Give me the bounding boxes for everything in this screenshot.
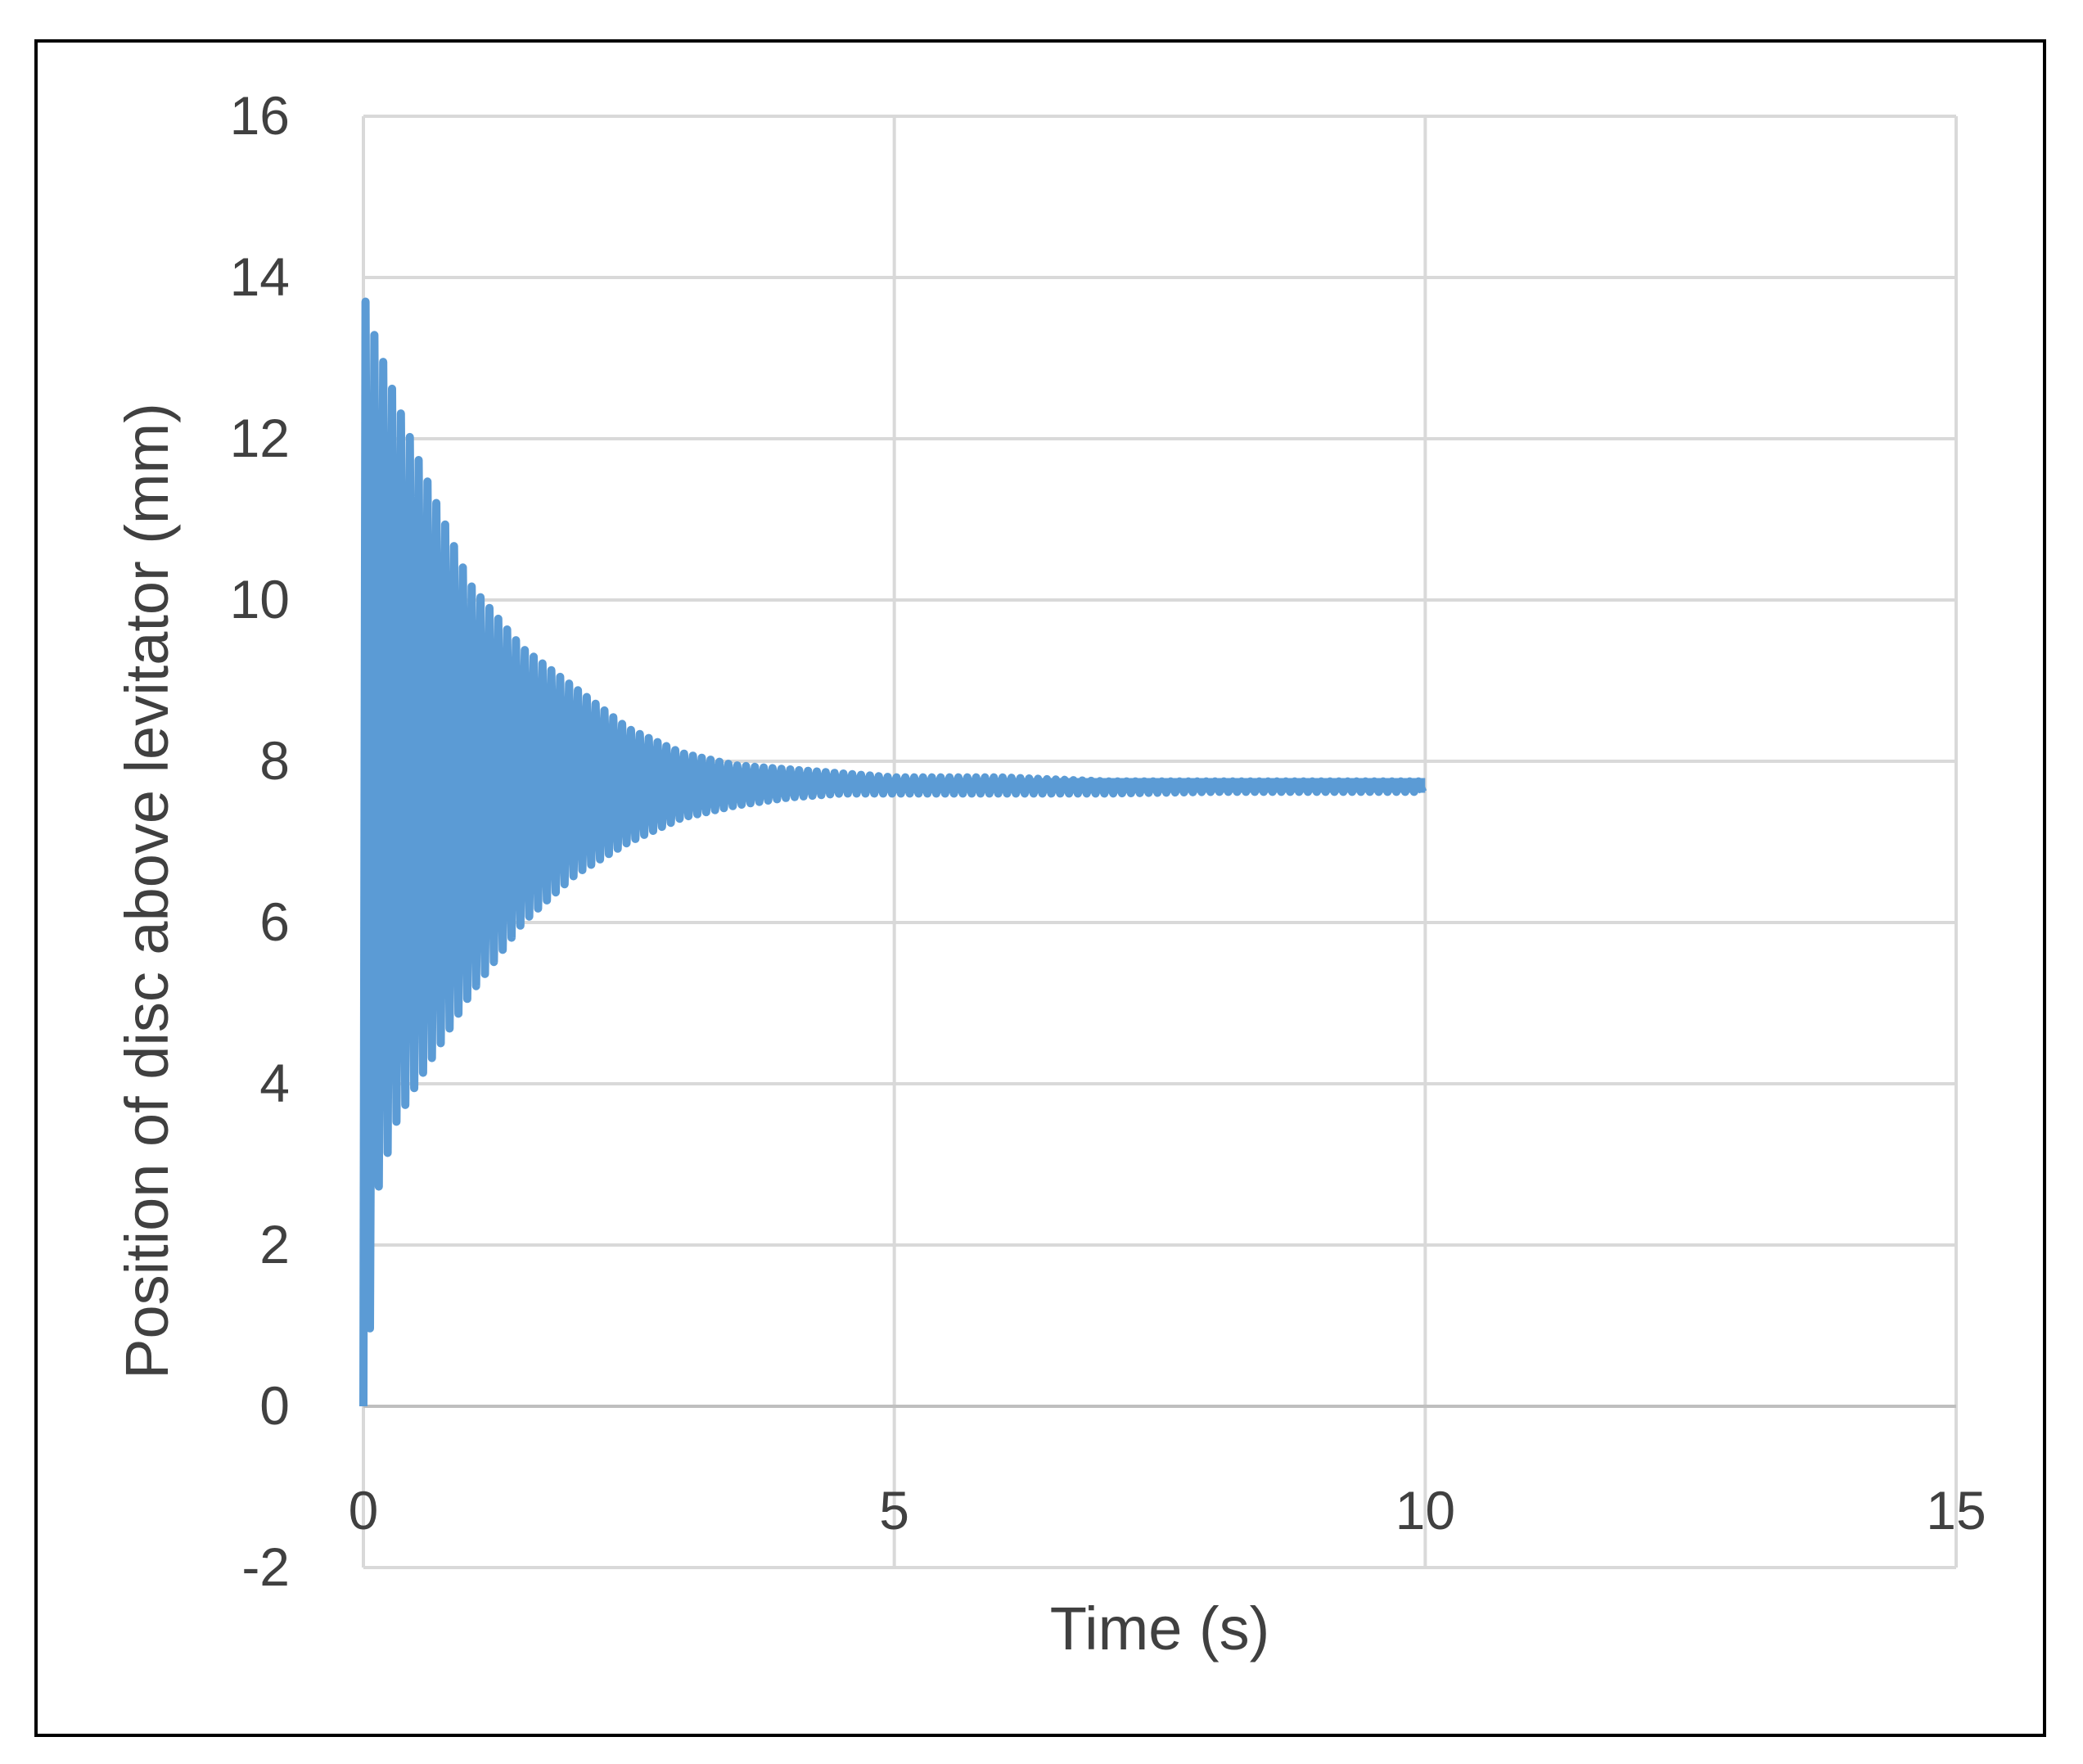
y-tick-label: 16	[230, 85, 290, 146]
grid-lines	[362, 115, 1958, 1569]
x-tick-label: 5	[879, 1480, 909, 1541]
x-tick-label: 0	[349, 1480, 379, 1541]
y-axis-title: Position of disc above levitator (mm)	[113, 403, 181, 1379]
x-tick-label: 10	[1395, 1480, 1455, 1541]
y-tick-label: -2	[241, 1536, 290, 1597]
x-tick-labels: 0 5 10 15	[349, 1480, 1986, 1541]
y-tick-labels: -2 0 2 4 6 8 10 12 14 16	[230, 85, 290, 1597]
x-axis-title: Time (s)	[1050, 1595, 1270, 1662]
y-tick-label: 14	[230, 246, 290, 307]
x-tick-label: 15	[1926, 1480, 1986, 1541]
y-tick-label: 12	[230, 408, 290, 468]
y-tick-label: 2	[259, 1214, 290, 1275]
y-tick-label: 6	[259, 891, 290, 952]
y-tick-label: 10	[230, 569, 290, 629]
y-tick-label: 0	[259, 1375, 290, 1436]
y-tick-label: 8	[259, 730, 290, 791]
series-line	[359, 297, 1427, 1407]
y-tick-label: 4	[259, 1053, 290, 1113]
